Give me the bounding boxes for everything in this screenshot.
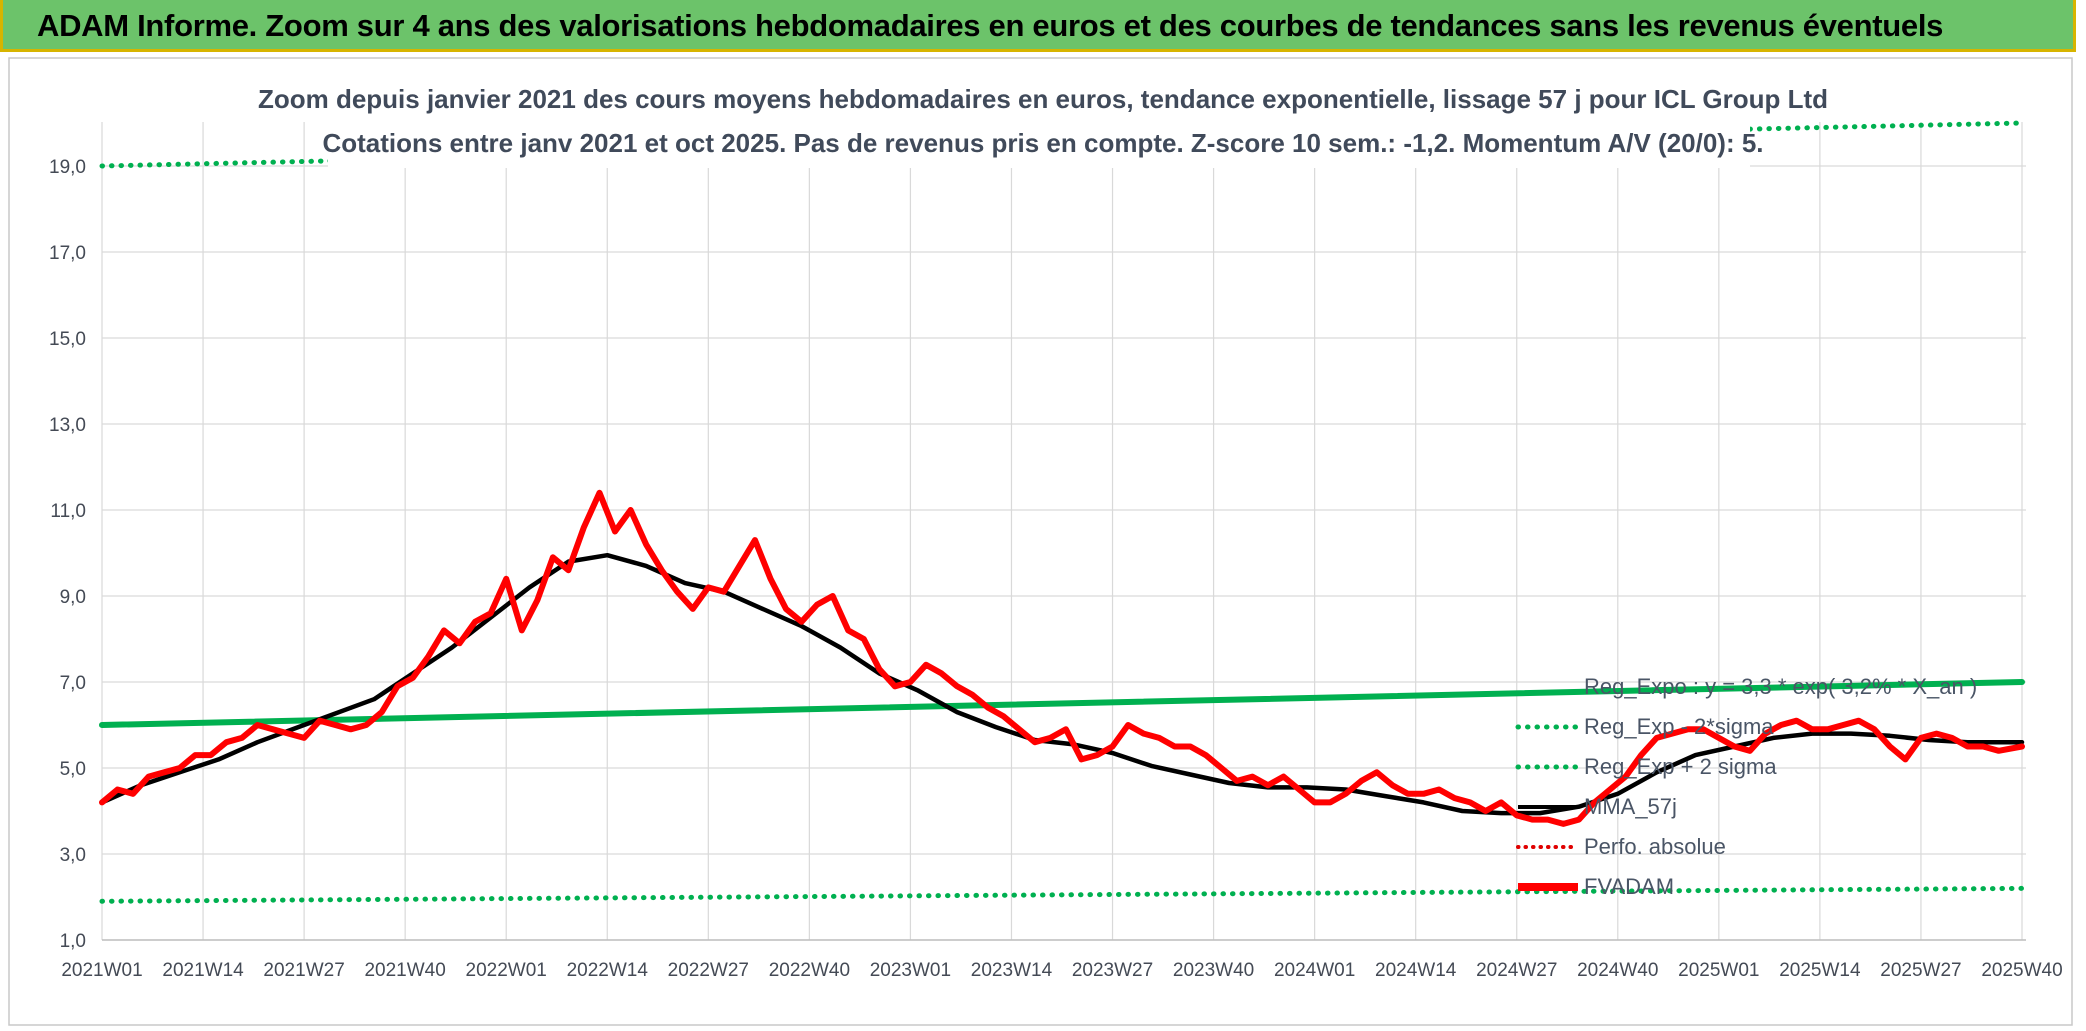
x-tick-label: 2025W01 [1678, 960, 1759, 981]
legend-label: MMA_57j [1584, 794, 1677, 819]
x-tick-label: 2022W40 [769, 960, 850, 981]
x-tick-label: 2024W14 [1375, 960, 1457, 981]
x-tick-label: 2022W01 [466, 960, 547, 981]
series-group [99, 76, 2025, 904]
y-tick-label: 15,0 [49, 329, 86, 350]
x-tick-label: 2022W14 [567, 960, 649, 981]
header-banner: ADAM Informe. Zoom sur 4 ans des valoris… [0, 0, 2076, 52]
legend-label: Reg_Expo : y = 3,3 * exp( 3,2% * X_an ) [1584, 674, 1977, 699]
x-tick-label: 2023W27 [1072, 960, 1153, 981]
y-tick-label: 3,0 [60, 845, 86, 866]
gridlines [101, 122, 2026, 941]
y-tick-label: 11,0 [50, 501, 86, 522]
y-tick-label: 1,0 [60, 931, 86, 952]
chart-title: Zoom depuis janvier 2021 des cours moyen… [257, 84, 1829, 114]
y-tick-label: 19,0 [49, 157, 86, 178]
x-tick-label: 2023W01 [870, 960, 951, 981]
x-tick-label: 2024W40 [1577, 960, 1658, 981]
x-tick-label: 2025W27 [1880, 960, 1961, 981]
y-tick-label: 5,0 [60, 759, 86, 780]
x-tick-label: 2023W40 [1173, 960, 1254, 981]
chart-subtitle: Cotations entre janv 2021 et oct 2025. P… [322, 128, 1764, 158]
y-axis-ticks: 1,0 3,0 5,0 7,0 9,0 11,0 13,0 15,0 17,0 19,0 [49, 157, 86, 952]
fvadam-line [99, 489, 2025, 827]
x-tick-label: 2024W01 [1274, 960, 1355, 981]
regression-line [99, 679, 2025, 728]
title-box [328, 76, 1750, 168]
x-tick-label: 2025W14 [1779, 960, 1861, 981]
x-tick-label: 2025W40 [1981, 960, 2062, 981]
lower-band-line [99, 885, 2025, 904]
x-tick-label: 2022W27 [668, 960, 749, 981]
legend: Reg_Expo : y = 3,3 * exp( 3,2% * X_an ) R… [1515, 674, 1977, 899]
x-tick-label: 2024W27 [1476, 960, 1557, 981]
legend-label: FVADAM [1584, 874, 1674, 899]
upper-band-line [99, 158, 338, 169]
y-tick-label: 9,0 [60, 587, 86, 608]
x-tick-label: 2021W14 [162, 960, 244, 981]
legend-label: Reg_Exp + 2 sigma [1584, 754, 1777, 779]
x-tick-label: 2023W14 [971, 960, 1053, 981]
page-title: ADAM Informe. Zoom sur 4 ans des valoris… [37, 8, 1944, 43]
x-tick-label: 2021W01 [61, 960, 142, 981]
x-tick-label: 2021W40 [364, 960, 445, 981]
x-tick-label: 2021W27 [263, 960, 344, 981]
legend-label: Reg_Exp - 2*sigma [1584, 714, 1774, 739]
y-tick-label: 7,0 [60, 673, 86, 694]
y-tick-label: 17,0 [49, 243, 86, 264]
plot-frame [8, 57, 2073, 1026]
y-tick-label: 13,0 [49, 415, 86, 436]
x-axis-ticks: 2021W01 2021W14 2021W27 2021W40 2022W01 2022W… [61, 960, 2062, 981]
legend-label: Perfo. absolue [1584, 834, 1726, 859]
